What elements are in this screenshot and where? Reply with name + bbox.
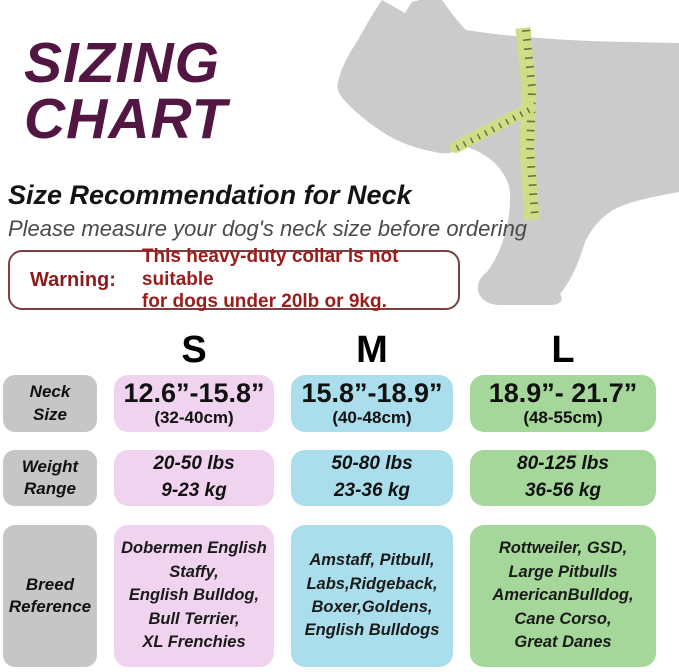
neck-size-m-inches: 15.8”-18.9” [301, 378, 443, 409]
page-title-line2: CHART [24, 86, 228, 151]
dog-body-shape [337, 0, 679, 305]
measuring-tape-band [515, 27, 540, 221]
neck-size-s-cell: 12.6”-15.8” (32-40cm) [114, 375, 274, 432]
dog-silhouette-image [337, 0, 679, 305]
weight-range-s-cell: 20-50 lbs 9-23 kg [114, 450, 274, 506]
weight-label-line1: Weight [21, 456, 79, 476]
neck-size-row-label: Neck Size [3, 375, 97, 432]
neck-size-m-cell: 15.8”-18.9” (40-48cm) [291, 375, 453, 432]
neck-size-s-inches: 12.6”-15.8” [123, 378, 265, 409]
weight-s-kg: 9-23 kg [161, 480, 227, 501]
neck-size-m-cm: (40-48cm) [332, 407, 412, 427]
weight-range-row-label: Weight Range [3, 450, 97, 506]
warning-box: Warning: This heavy-duty collar is not s… [8, 246, 460, 312]
weight-label-line2: Range [24, 479, 76, 498]
breed-l-line: Great Danes [514, 633, 612, 652]
weight-m-kg: 23-36 kg [333, 480, 411, 501]
breed-s-line: English Bulldog, [128, 586, 260, 605]
breed-reference-row-label: Breed Reference [3, 525, 97, 667]
breed-m-line: English Bulldogs [304, 621, 440, 640]
breed-label-line1: Breed [25, 574, 75, 594]
measuring-tape-branch [450, 102, 536, 153]
measure-note: Please measure your dog's neck size befo… [8, 216, 528, 241]
warning-message: This heavy-duty collar is not suitable f… [142, 246, 458, 313]
weight-range-l-cell: 80-125 lbs 36-56 kg [470, 450, 656, 506]
warning-message-line1: This heavy-duty collar is not suitable [141, 246, 399, 290]
breed-m-line: Labs,Ridgeback, [306, 574, 438, 593]
weight-l-kg: 36-56 kg [524, 480, 602, 501]
neck-size-s-cm: (32-40cm) [154, 407, 234, 427]
neck-label-line1: Neck [29, 382, 71, 402]
weight-range-row: Weight Range 20-50 lbs 9-23 kg 50-80 lbs… [3, 450, 656, 506]
breed-l-line: Large Pitbulls [508, 562, 618, 581]
breed-s-line: Dobermen English [121, 539, 267, 558]
breed-m-line: Amstaff, Pitbull, [309, 551, 435, 570]
breed-reference-m-cell: Amstaff, Pitbull, Labs,Ridgeback, Boxer,… [291, 525, 453, 667]
breed-m-line: Boxer,Goldens, [311, 598, 433, 616]
page-title-line1: SIZING [24, 31, 221, 95]
page-title: SIZING CHART [24, 31, 228, 151]
breed-l-line: Rottweiler, GSD, [498, 539, 628, 558]
breed-s-line: Bull Terrier, [148, 609, 240, 628]
page-subtitle: Size Recommendation for Neck [8, 180, 412, 210]
breed-l-line: AmericanBulldog, [492, 586, 634, 605]
breed-s-line: XL Frenchies [142, 633, 246, 652]
neck-size-l-cell: 18.9”- 21.7” (48-55cm) [470, 375, 656, 432]
breed-reference-s-cell: Dobermen English Staffy, English Bulldog… [114, 525, 274, 667]
size-header-l: L [551, 329, 575, 371]
weight-s-lbs: 20-50 lbs [153, 453, 235, 475]
size-header-m: M [356, 329, 388, 371]
size-header-row: S M L [3, 330, 656, 370]
breed-s-line: Staffy, [169, 562, 219, 581]
weight-l-lbs: 80-125 lbs [517, 453, 609, 475]
weight-m-lbs: 50-80 lbs [331, 453, 413, 475]
weight-range-m-cell: 50-80 lbs 23-36 kg [291, 450, 453, 506]
neck-size-l-inches: 18.9”- 21.7” [488, 378, 638, 409]
neck-size-l-cm: (48-55cm) [523, 407, 603, 427]
breed-reference-l-cell: Rottweiler, GSD, Large Pitbulls American… [470, 525, 656, 667]
neck-label-line2: Size [32, 404, 68, 424]
breed-label-line2: Reference [8, 597, 92, 616]
size-header-s: S [181, 329, 207, 371]
warning-label: Warning: [30, 268, 116, 291]
breed-l-line: Cane Corso, [514, 609, 612, 628]
breed-reference-row: Breed Reference Dobermen English Staffy,… [3, 525, 656, 667]
neck-size-row: Neck Size 12.6”-15.8” (32-40cm) 15.8”-18… [3, 375, 656, 432]
warning-message-line2: for dogs under 20lb or 9kg. [141, 291, 387, 313]
